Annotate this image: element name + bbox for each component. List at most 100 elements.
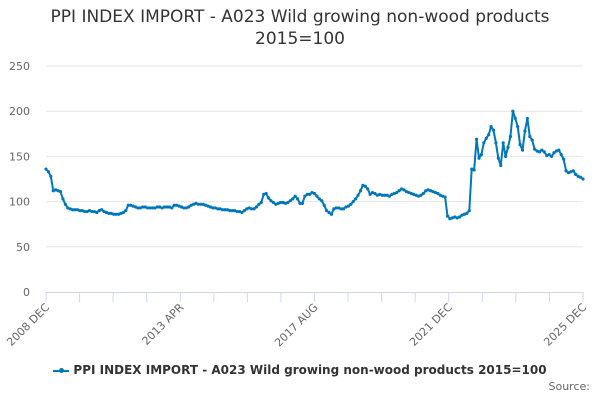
data-point[interactable] [150, 206, 155, 210]
data-point[interactable] [167, 205, 171, 209]
data-point[interactable] [107, 211, 111, 215]
data-point[interactable] [274, 202, 278, 206]
data-point[interactable] [354, 197, 358, 201]
data-point[interactable] [375, 193, 379, 197]
data-point[interactable] [206, 204, 210, 208]
data-point[interactable] [557, 148, 561, 152]
data-point[interactable] [160, 206, 164, 210]
data-point[interactable] [511, 109, 515, 113]
data-point[interactable] [501, 141, 505, 145]
data-point[interactable] [87, 209, 92, 213]
data-point[interactable] [170, 206, 174, 210]
data-point[interactable] [472, 168, 476, 172]
data-point[interactable] [373, 191, 377, 196]
data-point[interactable] [535, 149, 539, 153]
data-point[interactable] [402, 188, 406, 192]
data-point[interactable] [412, 192, 416, 196]
data-point[interactable] [523, 129, 527, 133]
data-point[interactable] [438, 193, 442, 197]
data-point[interactable] [450, 216, 454, 220]
data-point[interactable] [240, 210, 244, 215]
data-point[interactable] [368, 192, 372, 196]
data-point[interactable] [334, 206, 338, 210]
data-point[interactable] [293, 194, 297, 198]
data-point[interactable] [564, 169, 568, 173]
data-point[interactable] [499, 163, 503, 168]
data-point[interactable] [92, 209, 96, 214]
data-point[interactable] [230, 209, 234, 213]
data-point[interactable] [145, 206, 150, 210]
data-point[interactable] [276, 201, 280, 206]
data-point[interactable] [433, 190, 438, 195]
data-point[interactable] [262, 192, 266, 196]
data-point[interactable] [177, 204, 181, 208]
data-point[interactable] [549, 154, 554, 158]
data-point[interactable] [404, 190, 409, 194]
data-point[interactable] [571, 169, 575, 173]
data-point[interactable] [477, 156, 481, 160]
data-point[interactable] [119, 211, 123, 215]
data-point[interactable] [525, 116, 529, 121]
data-point[interactable] [356, 193, 360, 197]
data-point[interactable] [279, 200, 283, 205]
data-point[interactable] [54, 188, 58, 192]
data-point[interactable] [172, 203, 176, 207]
data-point[interactable] [426, 188, 430, 192]
data-point[interactable] [283, 201, 288, 206]
data-point[interactable] [317, 197, 321, 201]
data-point[interactable] [266, 196, 271, 200]
data-point[interactable] [387, 194, 392, 198]
data-point[interactable] [194, 201, 198, 206]
data-point[interactable] [496, 156, 500, 160]
data-point[interactable] [56, 189, 60, 193]
data-point[interactable] [189, 203, 193, 207]
data-point[interactable] [513, 116, 517, 121]
data-point[interactable] [155, 205, 159, 209]
data-point[interactable] [223, 208, 227, 212]
data-point[interactable] [530, 138, 534, 142]
data-point[interactable] [358, 189, 363, 193]
data-point[interactable] [518, 143, 522, 147]
data-point[interactable] [361, 183, 365, 187]
data-point[interactable] [349, 202, 353, 206]
data-point[interactable] [339, 207, 343, 211]
data-point[interactable] [363, 184, 367, 188]
data-point[interactable] [90, 209, 94, 214]
data-point[interactable] [581, 177, 585, 181]
data-point[interactable] [138, 206, 142, 210]
data-point[interactable] [116, 212, 121, 216]
data-point[interactable] [83, 209, 87, 214]
data-point[interactable] [78, 209, 82, 213]
data-point[interactable] [383, 193, 387, 197]
data-point[interactable] [554, 149, 558, 153]
data-point[interactable] [569, 170, 573, 174]
data-point[interactable] [436, 191, 440, 196]
data-point[interactable] [503, 154, 508, 158]
data-point[interactable] [547, 152, 551, 157]
data-point[interactable] [66, 206, 70, 210]
data-point[interactable] [506, 145, 510, 149]
data-point[interactable] [175, 203, 179, 207]
data-point[interactable] [542, 150, 546, 154]
data-point[interactable] [562, 157, 566, 161]
data-point[interactable] [75, 208, 80, 212]
data-point[interactable] [327, 210, 331, 215]
data-point[interactable] [441, 194, 445, 198]
data-point[interactable] [467, 209, 471, 213]
data-point[interactable] [424, 189, 428, 193]
data-point[interactable] [409, 191, 413, 196]
data-point[interactable] [329, 212, 334, 216]
data-point[interactable] [303, 194, 307, 198]
data-point[interactable] [252, 207, 256, 211]
data-point[interactable] [288, 199, 292, 203]
data-point[interactable] [429, 189, 433, 193]
data-point[interactable] [380, 193, 384, 197]
data-point[interactable] [237, 209, 242, 214]
data-point[interactable] [158, 205, 162, 209]
data-point[interactable] [129, 203, 133, 207]
data-point[interactable] [95, 210, 99, 215]
data-point[interactable] [537, 150, 542, 154]
data-point[interactable] [187, 205, 191, 209]
data-point[interactable] [191, 202, 196, 206]
data-point[interactable] [298, 201, 302, 206]
